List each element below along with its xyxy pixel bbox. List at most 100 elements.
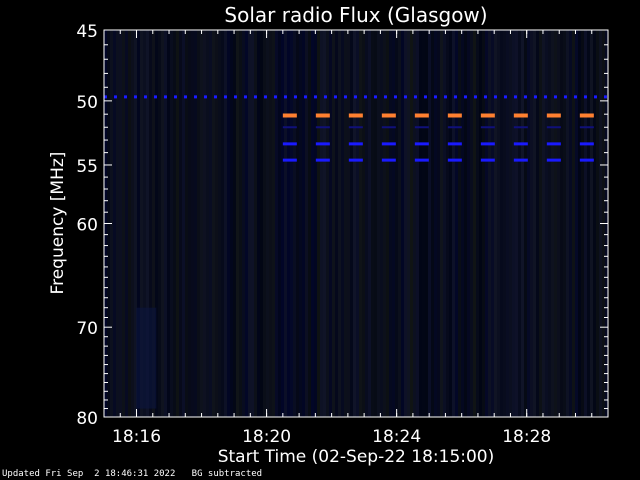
spectrogram-column bbox=[584, 30, 587, 417]
y-tick-label: 70 bbox=[76, 319, 98, 339]
spectrogram-column bbox=[233, 30, 236, 417]
spectrogram-column bbox=[299, 30, 302, 417]
spectrogram-column bbox=[488, 30, 491, 417]
spectrogram-column bbox=[560, 30, 563, 417]
spectrogram-column bbox=[461, 30, 464, 417]
spectrogram-column bbox=[494, 30, 497, 417]
spectrogram-column bbox=[161, 30, 164, 417]
y-tick-label: 60 bbox=[76, 216, 98, 236]
x-axis-label: Start Time (02-Sep-22 18:15:00) bbox=[218, 447, 495, 467]
spectrogram-column bbox=[209, 30, 212, 417]
spectrogram-column bbox=[467, 30, 470, 417]
spectrogram-column bbox=[482, 30, 485, 417]
spectrogram-area bbox=[104, 30, 608, 417]
spectrogram-column bbox=[368, 30, 371, 417]
spectrogram-column bbox=[122, 30, 125, 417]
spectrogram-column bbox=[188, 30, 191, 417]
spectrogram-column bbox=[575, 30, 578, 417]
spectrogram-column bbox=[323, 30, 326, 417]
spectrogram-column bbox=[185, 30, 188, 417]
x-tick-label: 18:28 bbox=[502, 427, 551, 447]
spectrogram-column bbox=[554, 30, 557, 417]
spectrogram-column bbox=[269, 30, 272, 417]
spectrogram-column bbox=[539, 30, 542, 417]
spectrogram-column bbox=[197, 30, 200, 417]
spectrogram-column bbox=[521, 30, 524, 417]
spectrogram-column bbox=[128, 30, 131, 417]
spectrogram-column bbox=[383, 30, 386, 417]
spectrogram-column bbox=[275, 30, 278, 417]
spectrogram-column bbox=[245, 30, 248, 417]
spectrogram-column bbox=[563, 30, 566, 417]
spectrogram-column bbox=[365, 30, 368, 417]
spectrogram-column bbox=[512, 30, 515, 417]
spectrogram-column bbox=[260, 30, 263, 417]
spectrogram-column bbox=[194, 30, 197, 417]
spectrogram-column bbox=[344, 30, 347, 417]
spectrogram-column bbox=[536, 30, 539, 417]
spectrogram-column bbox=[431, 30, 434, 417]
spectrogram-column bbox=[353, 30, 356, 417]
spectrogram-column bbox=[548, 30, 551, 417]
spectrogram-column bbox=[311, 30, 314, 417]
spectrogram-column bbox=[506, 30, 509, 417]
spectrogram-column bbox=[437, 30, 440, 417]
spectrogram-column bbox=[443, 30, 446, 417]
spectrogram-column bbox=[452, 30, 455, 417]
spectrogram-column bbox=[191, 30, 194, 417]
spectrogram-column bbox=[425, 30, 428, 417]
y-tick-label: 80 bbox=[76, 409, 98, 429]
spectrogram-column bbox=[251, 30, 254, 417]
spectrogram-column bbox=[203, 30, 206, 417]
spectrogram-column bbox=[410, 30, 413, 417]
spectrogram-column bbox=[131, 30, 134, 417]
spectrogram-column bbox=[212, 30, 215, 417]
spectrogram-column bbox=[515, 30, 518, 417]
spectrogram-column bbox=[374, 30, 377, 417]
y-tick-label: 45 bbox=[76, 22, 98, 42]
spectrogram-column bbox=[596, 30, 599, 417]
spectrogram-column bbox=[143, 30, 146, 417]
spectrogram-column bbox=[593, 30, 596, 417]
spectrogram-column bbox=[386, 30, 389, 417]
spectrogram-column bbox=[446, 30, 449, 417]
spectrogram-column bbox=[308, 30, 311, 417]
spectrogram-column bbox=[278, 30, 281, 417]
spectrogram-column bbox=[407, 30, 410, 417]
x-tick-label: 18:16 bbox=[112, 427, 161, 447]
spectrogram-column bbox=[464, 30, 467, 417]
spectrogram-column bbox=[302, 30, 305, 417]
spectrogram-column bbox=[557, 30, 560, 417]
spectrogram-column bbox=[491, 30, 494, 417]
spectrogram-column bbox=[296, 30, 299, 417]
spectrogram-column bbox=[350, 30, 353, 417]
x-tick-label: 18:20 bbox=[242, 427, 291, 447]
spectrogram-column bbox=[290, 30, 293, 417]
spectrogram-column bbox=[170, 30, 173, 417]
spectrogram-column bbox=[458, 30, 461, 417]
spectrogram-column bbox=[380, 30, 383, 417]
spectrogram-column bbox=[263, 30, 266, 417]
spectrogram-column bbox=[227, 30, 230, 417]
spectrogram-column bbox=[152, 30, 155, 417]
spectrogram-column bbox=[329, 30, 332, 417]
spectrogram-column bbox=[509, 30, 512, 417]
spectrogram-column bbox=[176, 30, 179, 417]
spectrogram-column bbox=[206, 30, 209, 417]
spectrogram-column bbox=[236, 30, 239, 417]
spectrogram-column bbox=[314, 30, 317, 417]
spectrogram-column bbox=[476, 30, 479, 417]
spectrogram-column bbox=[326, 30, 329, 417]
spectrogram-column bbox=[551, 30, 554, 417]
spectrogram-column bbox=[587, 30, 590, 417]
spectrogram-column bbox=[125, 30, 128, 417]
y-axis-label: Frequency [MHz] bbox=[48, 152, 68, 295]
spectrogram-column bbox=[320, 30, 323, 417]
spectrogram-column bbox=[281, 30, 284, 417]
updated-timestamp: Updated Fri Sep 2 18:46:31 2022 bbox=[2, 469, 176, 479]
spectrogram-column bbox=[257, 30, 260, 417]
spectrogram-column bbox=[572, 30, 575, 417]
spectrogram-column bbox=[149, 30, 152, 417]
spectrogram-column bbox=[341, 30, 344, 417]
